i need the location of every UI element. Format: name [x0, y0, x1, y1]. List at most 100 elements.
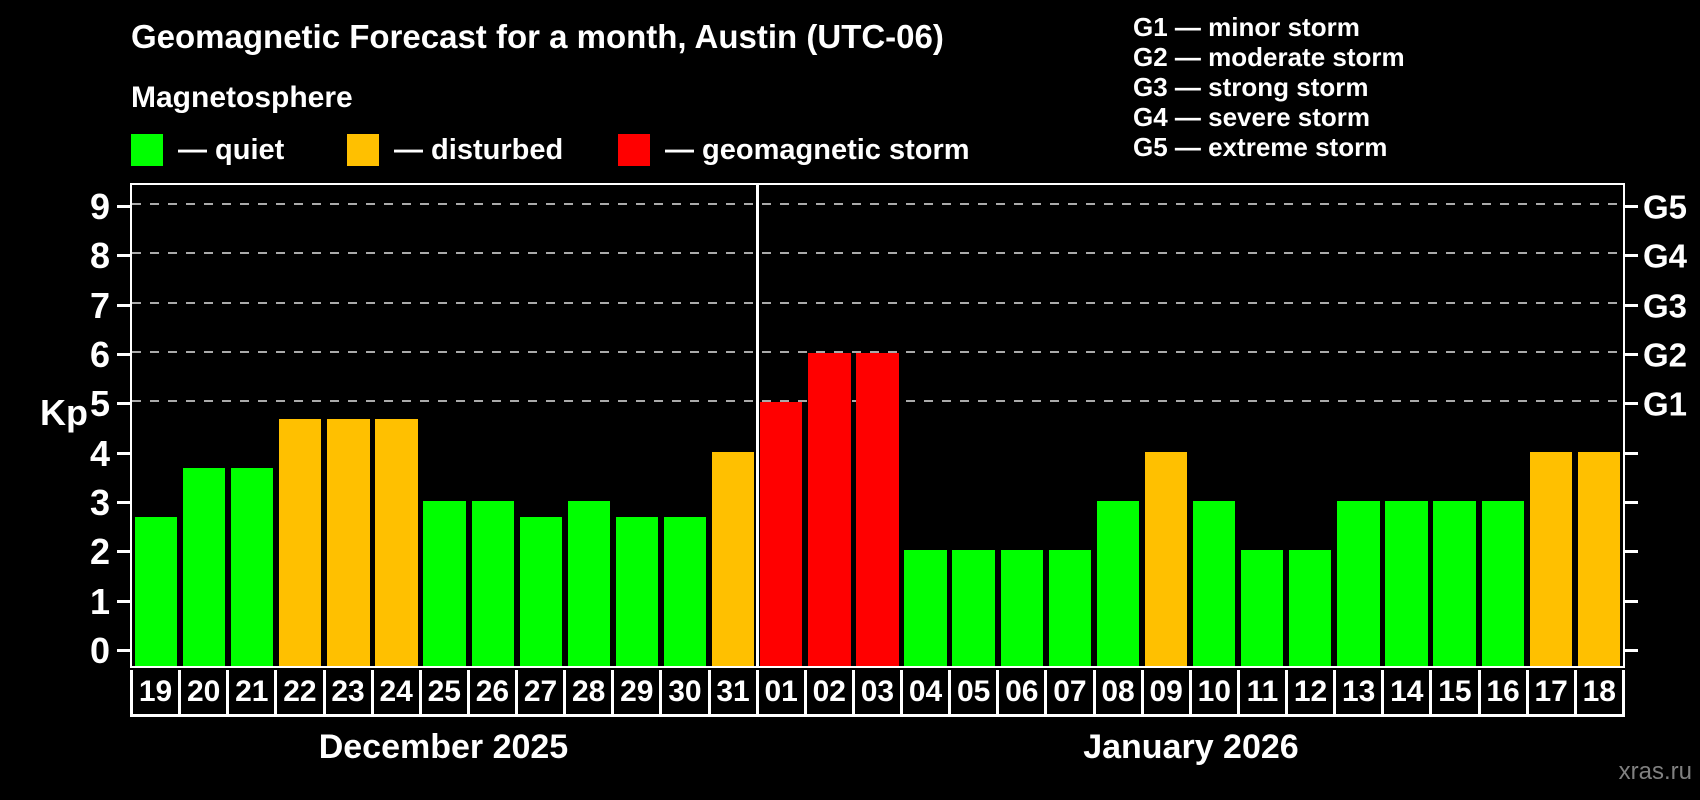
right-tick-kp9 [1625, 205, 1638, 208]
kp-bar-15 [1433, 501, 1476, 666]
magnetosphere-subtitle: Magnetosphere [131, 81, 353, 114]
ytick-label-8: 8 [89, 235, 110, 277]
g-scale-label-g3: G3 [1643, 287, 1688, 325]
bar-slot-27 [517, 185, 565, 666]
month-separator-line [756, 185, 760, 666]
legend-item-disturbed: — disturbed [347, 133, 563, 167]
right-tick-kp6 [1625, 353, 1638, 356]
left-tick-kp5 [117, 402, 130, 406]
kp-bar-25 [423, 501, 466, 666]
kp-bar-09 [1144, 451, 1188, 666]
quiet-color-swatch [131, 134, 163, 166]
date-label-07: 07 [1047, 670, 1096, 714]
date-label-21: 21 [229, 670, 278, 714]
date-label-30: 30 [662, 670, 711, 714]
date-label-19: 19 [133, 670, 182, 714]
right-tick-kp4 [1625, 451, 1638, 455]
bar-slot-21 [228, 185, 276, 666]
kp-bar-22 [279, 418, 322, 666]
bar-slot-02 [805, 185, 853, 666]
kp-bar-24 [375, 418, 418, 666]
plot-inner [132, 185, 1623, 666]
date-label-31: 31 [711, 670, 759, 714]
bar-slot-10 [1190, 185, 1238, 666]
bar-slot-29 [613, 185, 661, 666]
legend-item-storm: — geomagnetic storm [618, 133, 970, 167]
kp-bar-26 [471, 501, 514, 666]
kp-bar-18 [1577, 451, 1621, 666]
bar-slot-17 [1527, 185, 1575, 666]
date-label-24: 24 [374, 670, 422, 714]
left-tick-kp9 [117, 205, 130, 208]
kp-bar-30 [663, 517, 707, 666]
left-tick-kp1 [117, 599, 130, 603]
ytick-label-6: 6 [89, 334, 110, 375]
kp-bar-02 [808, 353, 851, 666]
bar-slot-15 [1431, 185, 1479, 666]
kp-bar-06 [1000, 550, 1043, 666]
g3-legend-line: G3 — strong storm [1133, 72, 1369, 102]
date-label-17: 17 [1529, 670, 1577, 714]
kp-bar-21 [231, 467, 274, 666]
kp-bar-17 [1529, 451, 1572, 666]
g-scale-label-g2: G2 [1643, 336, 1688, 374]
ytick-label-4: 4 [89, 432, 110, 474]
kp-bar-05 [952, 550, 995, 666]
left-tick-kp2 [117, 550, 130, 554]
xras-watermark: xras.ru [1618, 758, 1692, 785]
date-label-29: 29 [614, 670, 663, 714]
kp-bar-04 [904, 550, 947, 666]
storm-color-swatch [618, 134, 650, 166]
bar-slot-25 [421, 185, 469, 666]
bar-slot-16 [1479, 185, 1527, 666]
right-tick-kp5 [1625, 402, 1638, 406]
right-tick-kp1 [1625, 599, 1638, 603]
legend-item-quiet: — quiet [131, 133, 284, 167]
bar-slot-07 [1046, 185, 1094, 666]
bar-slot-01 [757, 185, 805, 666]
kp-bar-31 [712, 451, 755, 666]
gridline-kp7 [132, 301, 1623, 304]
date-label-06: 06 [999, 670, 1048, 714]
date-label-22: 22 [277, 670, 326, 714]
month-label-january: January 2026 [1083, 728, 1299, 766]
month-labels-row: December 2025 January 2026 [130, 728, 1625, 770]
right-tick-kp0 [1625, 649, 1638, 652]
bar-slot-31 [709, 185, 757, 666]
kp-bar-27 [519, 517, 562, 666]
kp-bar-08 [1096, 501, 1140, 666]
bar-slot-06 [998, 185, 1046, 666]
bar-slot-22 [276, 185, 324, 666]
date-label-28: 28 [566, 670, 615, 714]
date-label-02: 02 [807, 670, 855, 714]
ytick-label-1: 1 [89, 580, 110, 622]
gridline-kp6 [132, 351, 1623, 353]
kp-bar-10 [1192, 501, 1236, 666]
date-label-10: 10 [1192, 670, 1240, 714]
kp-bar-11 [1241, 550, 1284, 666]
kp-bar-13 [1337, 501, 1380, 666]
bar-slot-26 [469, 185, 517, 666]
date-label-15: 15 [1432, 670, 1481, 714]
date-label-11: 11 [1240, 670, 1288, 714]
plot-box [130, 183, 1625, 668]
kp-bar-07 [1048, 550, 1091, 666]
kp-bar-28 [567, 501, 611, 666]
right-tick-kp7 [1625, 303, 1638, 307]
bar-slot-23 [324, 185, 372, 666]
kp-bar-03 [856, 353, 899, 666]
bar-slot-05 [950, 185, 998, 666]
bar-slot-30 [661, 185, 709, 666]
kp-bar-29 [615, 517, 659, 666]
left-tick-kp8 [117, 254, 130, 258]
ytick-label-7: 7 [89, 284, 110, 326]
kp-bar-14 [1385, 501, 1428, 666]
month-label-december: December 2025 [318, 728, 569, 766]
bar-slot-08 [1094, 185, 1142, 666]
g2-legend-line: G2 — moderate storm [1133, 42, 1405, 72]
kp-axis-title: Kp [40, 392, 88, 433]
ytick-label-2: 2 [89, 531, 110, 573]
date-label-13: 13 [1336, 670, 1385, 714]
kp-bar-16 [1481, 501, 1524, 666]
